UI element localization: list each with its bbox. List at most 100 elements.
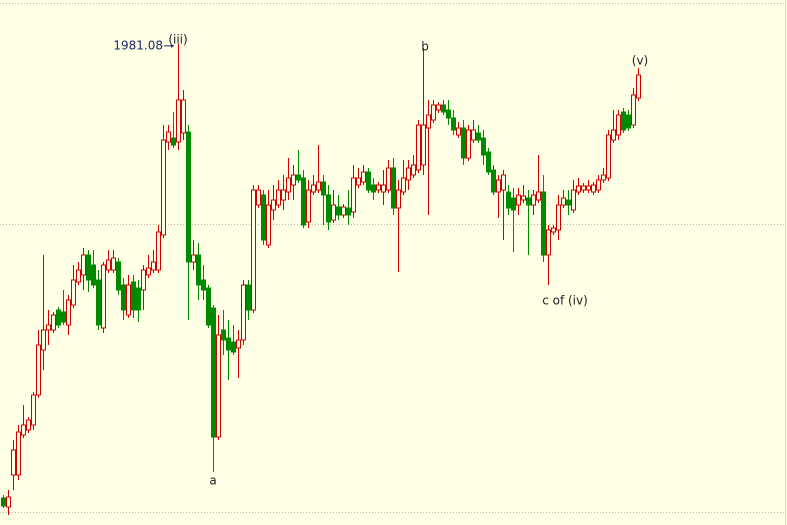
- wave-label: c of (iv): [542, 294, 588, 308]
- candle-body: [311, 184, 316, 193]
- candle-body: [121, 284, 126, 311]
- candle-body: [361, 171, 366, 183]
- candle-body: [496, 179, 501, 193]
- candle-body: [331, 204, 336, 221]
- candle-body: [501, 174, 506, 191]
- candle-body: [266, 204, 271, 246]
- candle-body: [491, 169, 496, 193]
- candle-body: [91, 264, 96, 286]
- candle-body: [261, 194, 266, 241]
- candle-body: [171, 137, 176, 146]
- candle-body: [436, 104, 441, 111]
- candle-body: [281, 189, 286, 201]
- candle-body: [591, 184, 596, 193]
- candle-body: [441, 104, 446, 113]
- candle-body: [381, 184, 386, 193]
- candle-body: [166, 131, 171, 143]
- candle-body: [406, 167, 411, 181]
- candle-body: [446, 109, 451, 119]
- candle-body: [546, 229, 551, 256]
- candle-body: [476, 132, 481, 141]
- candle-body: [611, 129, 616, 141]
- candle-body: [551, 227, 556, 233]
- candle-body: [511, 197, 516, 211]
- candle-body: [191, 254, 196, 263]
- candle-body: [346, 207, 351, 216]
- candle-body: [286, 177, 291, 193]
- candle-body: [276, 189, 281, 206]
- candle-body: [246, 284, 251, 311]
- wave-label: (v): [632, 54, 648, 68]
- candle-body: [216, 334, 221, 438]
- candle-body: [366, 171, 371, 191]
- candle-body: [631, 94, 636, 126]
- candle-body: [51, 314, 56, 331]
- candle-body: [566, 199, 571, 206]
- candle-body: [376, 184, 381, 191]
- candle-body: [106, 259, 111, 271]
- candle-body: [601, 174, 606, 181]
- candle-body: [531, 194, 536, 206]
- candle-body: [241, 284, 246, 341]
- candle-body: [541, 191, 546, 256]
- candle-body: [161, 139, 166, 236]
- candle-body: [16, 431, 21, 476]
- price-label: 1981.08: [113, 38, 163, 52]
- candle-body: [306, 189, 311, 223]
- candle-body: [86, 254, 91, 281]
- candle-body: [301, 177, 306, 226]
- candle-body: [456, 127, 461, 136]
- candle-body: [351, 177, 356, 213]
- candle-body: [271, 199, 276, 211]
- candle-body: [11, 449, 16, 476]
- candle-body: [76, 269, 81, 283]
- candle-body: [466, 129, 471, 159]
- candle-body: [221, 329, 226, 341]
- candle-body: [561, 197, 566, 206]
- candle-body: [471, 129, 476, 141]
- candle-body: [181, 99, 186, 134]
- candle-body: [71, 279, 76, 306]
- candle-body: [46, 324, 51, 331]
- candle-body: [61, 311, 66, 323]
- candle-body: [386, 167, 391, 191]
- candle-body: [81, 254, 86, 276]
- candle-body: [521, 195, 526, 201]
- candle-body: [506, 191, 511, 209]
- candle-body: [536, 191, 541, 201]
- candle-body: [131, 281, 136, 311]
- candle-body: [356, 177, 361, 186]
- candle-body: [101, 264, 106, 329]
- candle-body: [576, 185, 581, 193]
- candle-body: [316, 181, 321, 191]
- candle-body: [291, 174, 296, 186]
- candle-body: [31, 394, 36, 426]
- candle-body: [256, 189, 261, 206]
- candle-body: [461, 127, 466, 159]
- candle-body: [116, 261, 121, 291]
- candle-body: [451, 117, 456, 131]
- candle-body: [56, 309, 61, 326]
- candle-body: [391, 167, 396, 209]
- candle-body: [571, 189, 576, 211]
- candle-body: [226, 337, 231, 351]
- candle-body: [26, 419, 31, 431]
- candle-body: [606, 134, 611, 179]
- candle-body: [196, 254, 201, 286]
- candle-body: [186, 131, 191, 263]
- candle-body: [66, 299, 71, 326]
- candle-body: [176, 99, 181, 143]
- candle-body: [251, 189, 256, 311]
- candle-body: [136, 287, 141, 311]
- candle-body: [326, 194, 331, 223]
- candle-body: [236, 339, 241, 349]
- candle-body: [486, 151, 491, 173]
- candle-body: [6, 496, 11, 508]
- candle-body: [146, 267, 151, 276]
- candle-body: [481, 137, 486, 156]
- candle-body: [201, 279, 206, 291]
- candle-body: [321, 181, 326, 196]
- wave-label: (iii): [168, 32, 187, 46]
